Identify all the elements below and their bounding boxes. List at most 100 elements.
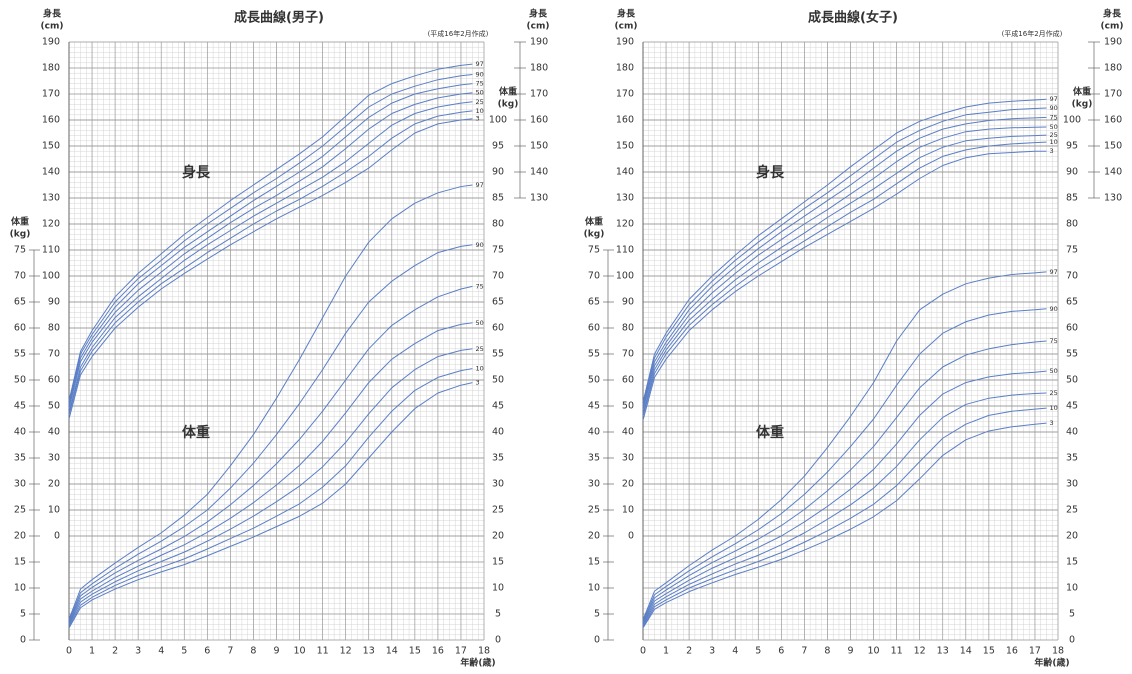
- y-tick-label: 0: [54, 531, 60, 542]
- x-tick-label: 0: [640, 646, 646, 657]
- right-y2-tick-label: 85: [1066, 193, 1078, 204]
- right-y2-tick-label: 30: [1066, 479, 1078, 490]
- x-tick-label: 14: [960, 646, 972, 657]
- right-y2-tick-label: 5: [1069, 609, 1075, 620]
- x-tick-label: 13: [363, 646, 375, 657]
- y-tick-label: 90: [622, 297, 634, 308]
- y2-tick-label: 30: [14, 479, 26, 490]
- right-y2-tick-label: 5: [495, 609, 501, 620]
- percentile-curve: [68, 322, 473, 625]
- right-y2-tick-label: 50: [1066, 375, 1078, 386]
- right-y2-tick-label: 30: [492, 479, 504, 490]
- x-tick-label: 6: [778, 646, 784, 657]
- y-unit: (cm): [615, 22, 638, 32]
- series-label: 75: [1049, 337, 1057, 345]
- percentile-curve: [642, 116, 1047, 408]
- y2-tick-label: 65: [14, 297, 26, 308]
- y-tick-label: 180: [616, 63, 634, 74]
- y2-tick-label: 0: [594, 635, 600, 646]
- right-y2-tick-label: 35: [1066, 453, 1078, 464]
- y2-tick-label: 40: [588, 427, 600, 438]
- series-label: 25: [1049, 389, 1057, 397]
- series-label: 97: [475, 181, 483, 189]
- y-tick-label: 70: [48, 349, 60, 360]
- series-label: 10: [475, 107, 483, 115]
- right-y2-tick-label: 95: [492, 141, 504, 152]
- percentile-curve: [68, 382, 473, 629]
- percentile-curve: [642, 407, 1047, 628]
- right-y2-tick-label: 25: [1066, 505, 1078, 516]
- series-label: 75: [475, 80, 483, 88]
- right-y2-tick-label: 0: [495, 635, 501, 646]
- y2-tick-label: 10: [14, 583, 26, 594]
- x-tick-label: 9: [847, 646, 853, 657]
- percentile-curve: [642, 422, 1047, 629]
- x-label: 年齢(歳): [1034, 657, 1069, 669]
- right-y2-tick-label: 20: [492, 531, 504, 542]
- percentile-curve: [642, 107, 1047, 405]
- chart-title: 成長曲線(女子): [808, 10, 898, 26]
- y-tick-label: 10: [622, 505, 634, 516]
- y-tick-label: 80: [48, 323, 60, 334]
- series-label: 25: [475, 98, 483, 106]
- y2-tick-label: 40: [14, 427, 26, 438]
- right-y2-tick-label: 100: [1063, 115, 1081, 126]
- y-label: 身長: [617, 8, 636, 20]
- right-y-tick-label: 130: [1104, 193, 1122, 204]
- y2-label: 体重: [11, 216, 29, 228]
- x-tick-label: 6: [204, 646, 210, 657]
- x-tick-label: 5: [181, 646, 187, 657]
- y-tick-label: 120: [42, 219, 60, 230]
- percentile-curve: [68, 83, 473, 407]
- right-y2-tick-label: 15: [492, 557, 504, 568]
- y2-tick-label: 10: [588, 583, 600, 594]
- x-tick-label: 9: [273, 646, 279, 657]
- x-tick-label: 18: [1052, 646, 1064, 657]
- percentile-curve: [68, 348, 473, 626]
- percentile-curve: [68, 74, 473, 404]
- y-tick-label: 50: [48, 401, 60, 412]
- x-tick-label: 2: [112, 646, 118, 657]
- series-label: 90: [1049, 305, 1057, 313]
- right-y2-tick-label: 10: [1066, 583, 1078, 594]
- y2-tick-label: 45: [588, 401, 600, 412]
- y-tick-label: 160: [42, 115, 60, 126]
- percentile-curve: [68, 110, 473, 416]
- y2-tick-label: 35: [588, 453, 600, 464]
- x-tick-label: 18: [478, 646, 490, 657]
- percentile-curve: [642, 340, 1047, 624]
- x-tick-label: 11: [317, 646, 329, 657]
- y-label: 身長: [529, 8, 548, 20]
- y2-label: 体重: [499, 86, 517, 98]
- y-tick-label: 50: [622, 401, 634, 412]
- right-y-tick-label: 190: [530, 37, 548, 48]
- right-y2-tick-label: 35: [492, 453, 504, 464]
- right-y2-tick-label: 55: [492, 349, 504, 360]
- percentile-curve: [642, 370, 1047, 625]
- y2-tick-label: 15: [14, 557, 26, 568]
- series-label: 25: [1049, 131, 1057, 139]
- y-tick-label: 80: [622, 323, 634, 334]
- x-tick-label: 15: [983, 646, 995, 657]
- y2-unit: (kg): [498, 100, 519, 110]
- right-y2-tick-label: 50: [492, 375, 504, 386]
- y2-unit: (kg): [1072, 100, 1093, 110]
- y2-tick-label: 50: [588, 375, 600, 386]
- y-tick-label: 120: [616, 219, 634, 230]
- y-tick-label: 90: [48, 297, 60, 308]
- right-y2-tick-label: 25: [492, 505, 504, 516]
- x-label: 年齢(歳): [460, 657, 495, 669]
- right-y2-tick-label: 90: [1066, 167, 1078, 178]
- percentile-curve: [642, 308, 1047, 622]
- series-label: 50: [475, 319, 483, 327]
- y2-tick-label: 60: [14, 323, 26, 334]
- right-y2-tick-label: 60: [492, 323, 504, 334]
- percentile-curve: [68, 285, 473, 623]
- x-tick-label: 7: [227, 646, 233, 657]
- y-tick-label: 30: [622, 453, 634, 464]
- x-tick-label: 7: [801, 646, 807, 657]
- y-unit: (cm): [41, 22, 64, 32]
- series-label: 50: [475, 89, 483, 97]
- right-y-tick-label: 140: [530, 167, 548, 178]
